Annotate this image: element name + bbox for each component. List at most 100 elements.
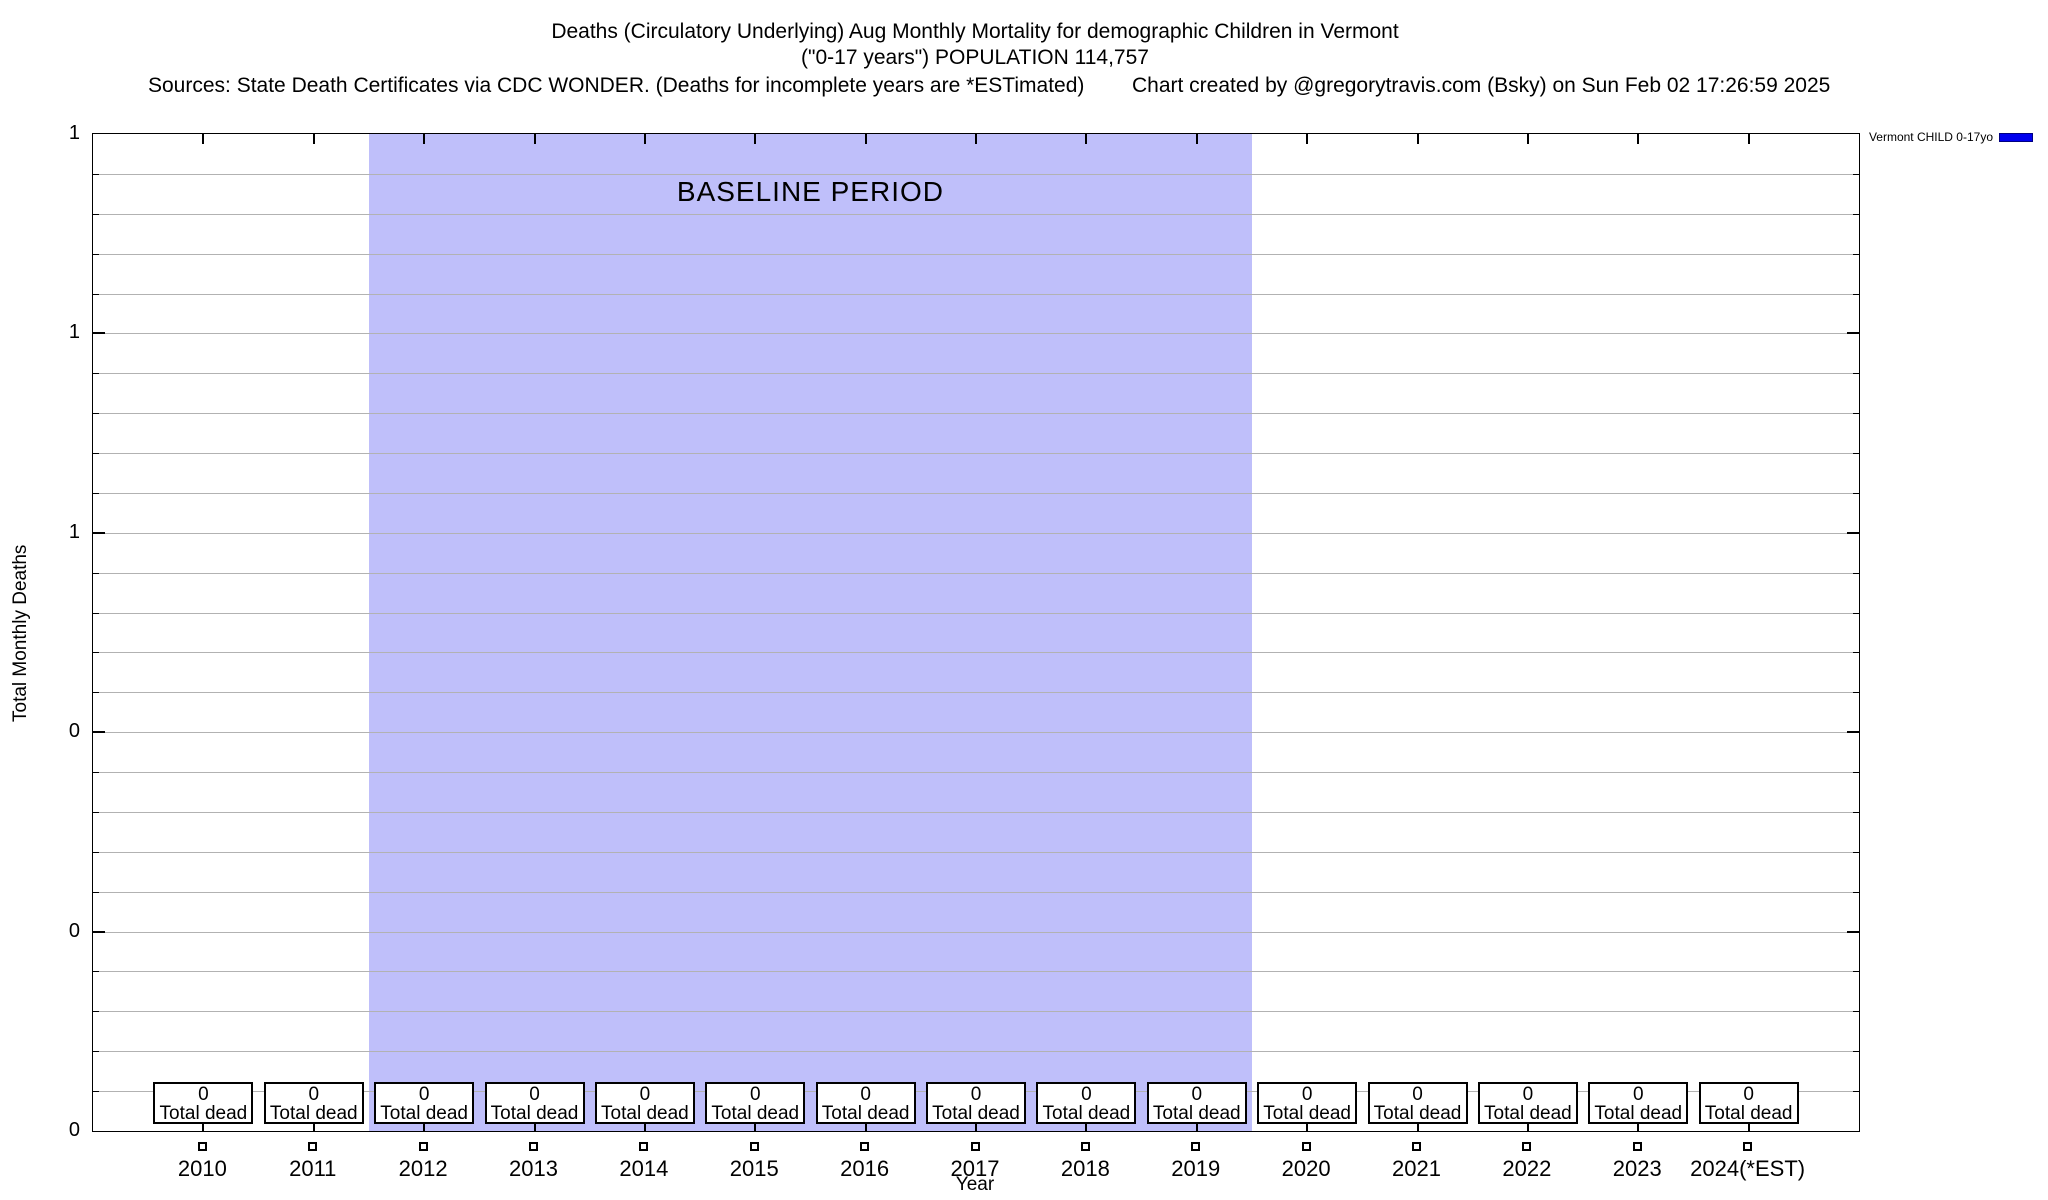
dead-caption: Total dead bbox=[269, 1103, 358, 1124]
x-tick-label-year: 2013 bbox=[509, 1156, 558, 1181]
legend-line-swatch-icon bbox=[1999, 132, 2033, 142]
y-tick-left bbox=[93, 652, 99, 654]
total-dead-box: 0 Total dead bbox=[1257, 1082, 1358, 1124]
data-point-marker bbox=[860, 1142, 870, 1151]
gridline bbox=[93, 772, 1859, 774]
baseline-period-label: BASELINE PERIOD bbox=[676, 176, 944, 207]
y-tick-label: 1 bbox=[68, 321, 80, 344]
gridline bbox=[93, 931, 1859, 933]
x-tick-bottom bbox=[202, 1117, 205, 1131]
total-dead-box: 0 Total dead bbox=[153, 1082, 254, 1124]
x-axis-title: Year bbox=[955, 1174, 995, 1195]
dead-count: 0 bbox=[1522, 1084, 1534, 1105]
x-tick-label-year: 2017 bbox=[950, 1156, 1000, 1181]
y-tick-left bbox=[93, 811, 99, 813]
y-tick-left bbox=[93, 332, 105, 335]
baseline-band bbox=[368, 134, 1252, 1131]
x-tick-label-year: 2011 bbox=[289, 1156, 337, 1181]
x-tick-bottom bbox=[1637, 1117, 1640, 1131]
x-tick-bottom bbox=[1416, 1117, 1419, 1131]
legend-label: Vermont CHILD 0-17yo bbox=[1868, 130, 1993, 144]
y-tick-label: 0 bbox=[68, 1119, 80, 1141]
data-point-marker bbox=[1301, 1142, 1311, 1151]
total-dead-box: 0 Total dead bbox=[1698, 1082, 1799, 1124]
total-dead-box: 0 Total dead bbox=[374, 1082, 475, 1124]
data-point-marker bbox=[308, 1142, 318, 1151]
x-tick-label-year: 2019 bbox=[1171, 1156, 1221, 1181]
y-tick-left bbox=[93, 851, 99, 853]
gridline bbox=[93, 173, 1859, 175]
x-tick-top bbox=[1747, 134, 1750, 144]
gridline bbox=[93, 492, 1859, 494]
dead-count: 0 bbox=[1632, 1084, 1644, 1105]
x-tick-bottom bbox=[1747, 1117, 1750, 1131]
y-tick-right bbox=[1853, 612, 1859, 614]
x-tick-top bbox=[864, 134, 867, 144]
y-tick-right bbox=[1853, 1051, 1859, 1053]
y-tick-right bbox=[1853, 971, 1859, 973]
x-tick-top bbox=[533, 134, 536, 144]
gridline bbox=[93, 213, 1859, 215]
x-tick-label-year: 2010 bbox=[177, 1156, 227, 1181]
x-tick-top bbox=[202, 134, 205, 144]
data-point-marker bbox=[749, 1142, 759, 1151]
y-tick-left bbox=[93, 253, 99, 255]
gridline bbox=[93, 971, 1859, 973]
dead-caption: Total dead bbox=[1263, 1103, 1351, 1124]
dead-count: 0 bbox=[308, 1084, 320, 1105]
dead-count: 0 bbox=[970, 1084, 982, 1105]
y-tick-left bbox=[93, 173, 99, 175]
y-tick-right bbox=[1853, 492, 1859, 494]
y-tick-right bbox=[1853, 692, 1859, 694]
data-point-marker bbox=[1412, 1142, 1421, 1151]
y-tick-right bbox=[1853, 891, 1859, 893]
y-tick-right bbox=[1847, 332, 1859, 335]
y-tick-left bbox=[93, 413, 99, 415]
credit-note: Chart created by @gregorytravis.com (Bsk… bbox=[1132, 74, 1831, 97]
dead-caption: Total dead bbox=[1042, 1103, 1131, 1124]
y-tick-left bbox=[93, 572, 99, 574]
data-point-marker bbox=[197, 1142, 207, 1151]
gridline bbox=[93, 333, 1859, 335]
y-tick-left bbox=[93, 971, 99, 973]
y-tick-right bbox=[1853, 851, 1859, 853]
y-tick-right bbox=[1847, 531, 1859, 534]
chart-title-line1: Deaths (Circulatory Underlying) Aug Mont… bbox=[551, 20, 1399, 43]
x-tick-label-year: 2014 bbox=[619, 1156, 669, 1181]
y-tick-left bbox=[93, 213, 99, 215]
y-tick-left bbox=[93, 453, 99, 455]
total-dead-box: 0 Total dead bbox=[1146, 1082, 1247, 1124]
dead-caption: Total dead bbox=[159, 1103, 248, 1124]
data-point-marker bbox=[1522, 1142, 1532, 1151]
x-tick-bottom bbox=[864, 1117, 867, 1131]
dead-count: 0 bbox=[1412, 1084, 1423, 1105]
x-tick-top bbox=[754, 134, 757, 144]
dead-count: 0 bbox=[418, 1084, 430, 1105]
y-tick-left bbox=[93, 1051, 99, 1053]
x-tick-bottom bbox=[1085, 1117, 1088, 1131]
y-tick-right bbox=[1853, 772, 1859, 774]
x-tick-top bbox=[1637, 134, 1640, 144]
x-tick-label-year: 2020 bbox=[1281, 1156, 1331, 1181]
x-tick-bottom bbox=[643, 1117, 646, 1131]
y-tick-right bbox=[1853, 413, 1859, 415]
plot-area: BASELINE PERIOD 0 Total dead 0 Total dead 0 To… bbox=[92, 133, 1860, 1132]
y-tick-right bbox=[1853, 213, 1859, 215]
gridline bbox=[93, 851, 1859, 853]
dead-caption: Total dead bbox=[601, 1103, 689, 1124]
x-tick-top bbox=[312, 134, 315, 144]
dead-caption: Total dead bbox=[380, 1103, 468, 1124]
gridline bbox=[93, 373, 1859, 375]
total-dead-box: 0 Total dead bbox=[594, 1082, 695, 1124]
y-tick-label: 0 bbox=[68, 919, 80, 942]
total-dead-box: 0 Total dead bbox=[484, 1082, 585, 1124]
data-point-marker bbox=[1080, 1142, 1090, 1151]
x-tick-bottom bbox=[423, 1117, 426, 1131]
y-tick-right bbox=[1847, 930, 1859, 933]
data-point-marker bbox=[1743, 1142, 1753, 1151]
gridline bbox=[93, 572, 1859, 574]
x-tick-top bbox=[1416, 134, 1419, 144]
x-tick-top bbox=[1526, 134, 1529, 144]
total-dead-box: 0 Total dead bbox=[1036, 1082, 1137, 1124]
gridline bbox=[93, 612, 1859, 614]
